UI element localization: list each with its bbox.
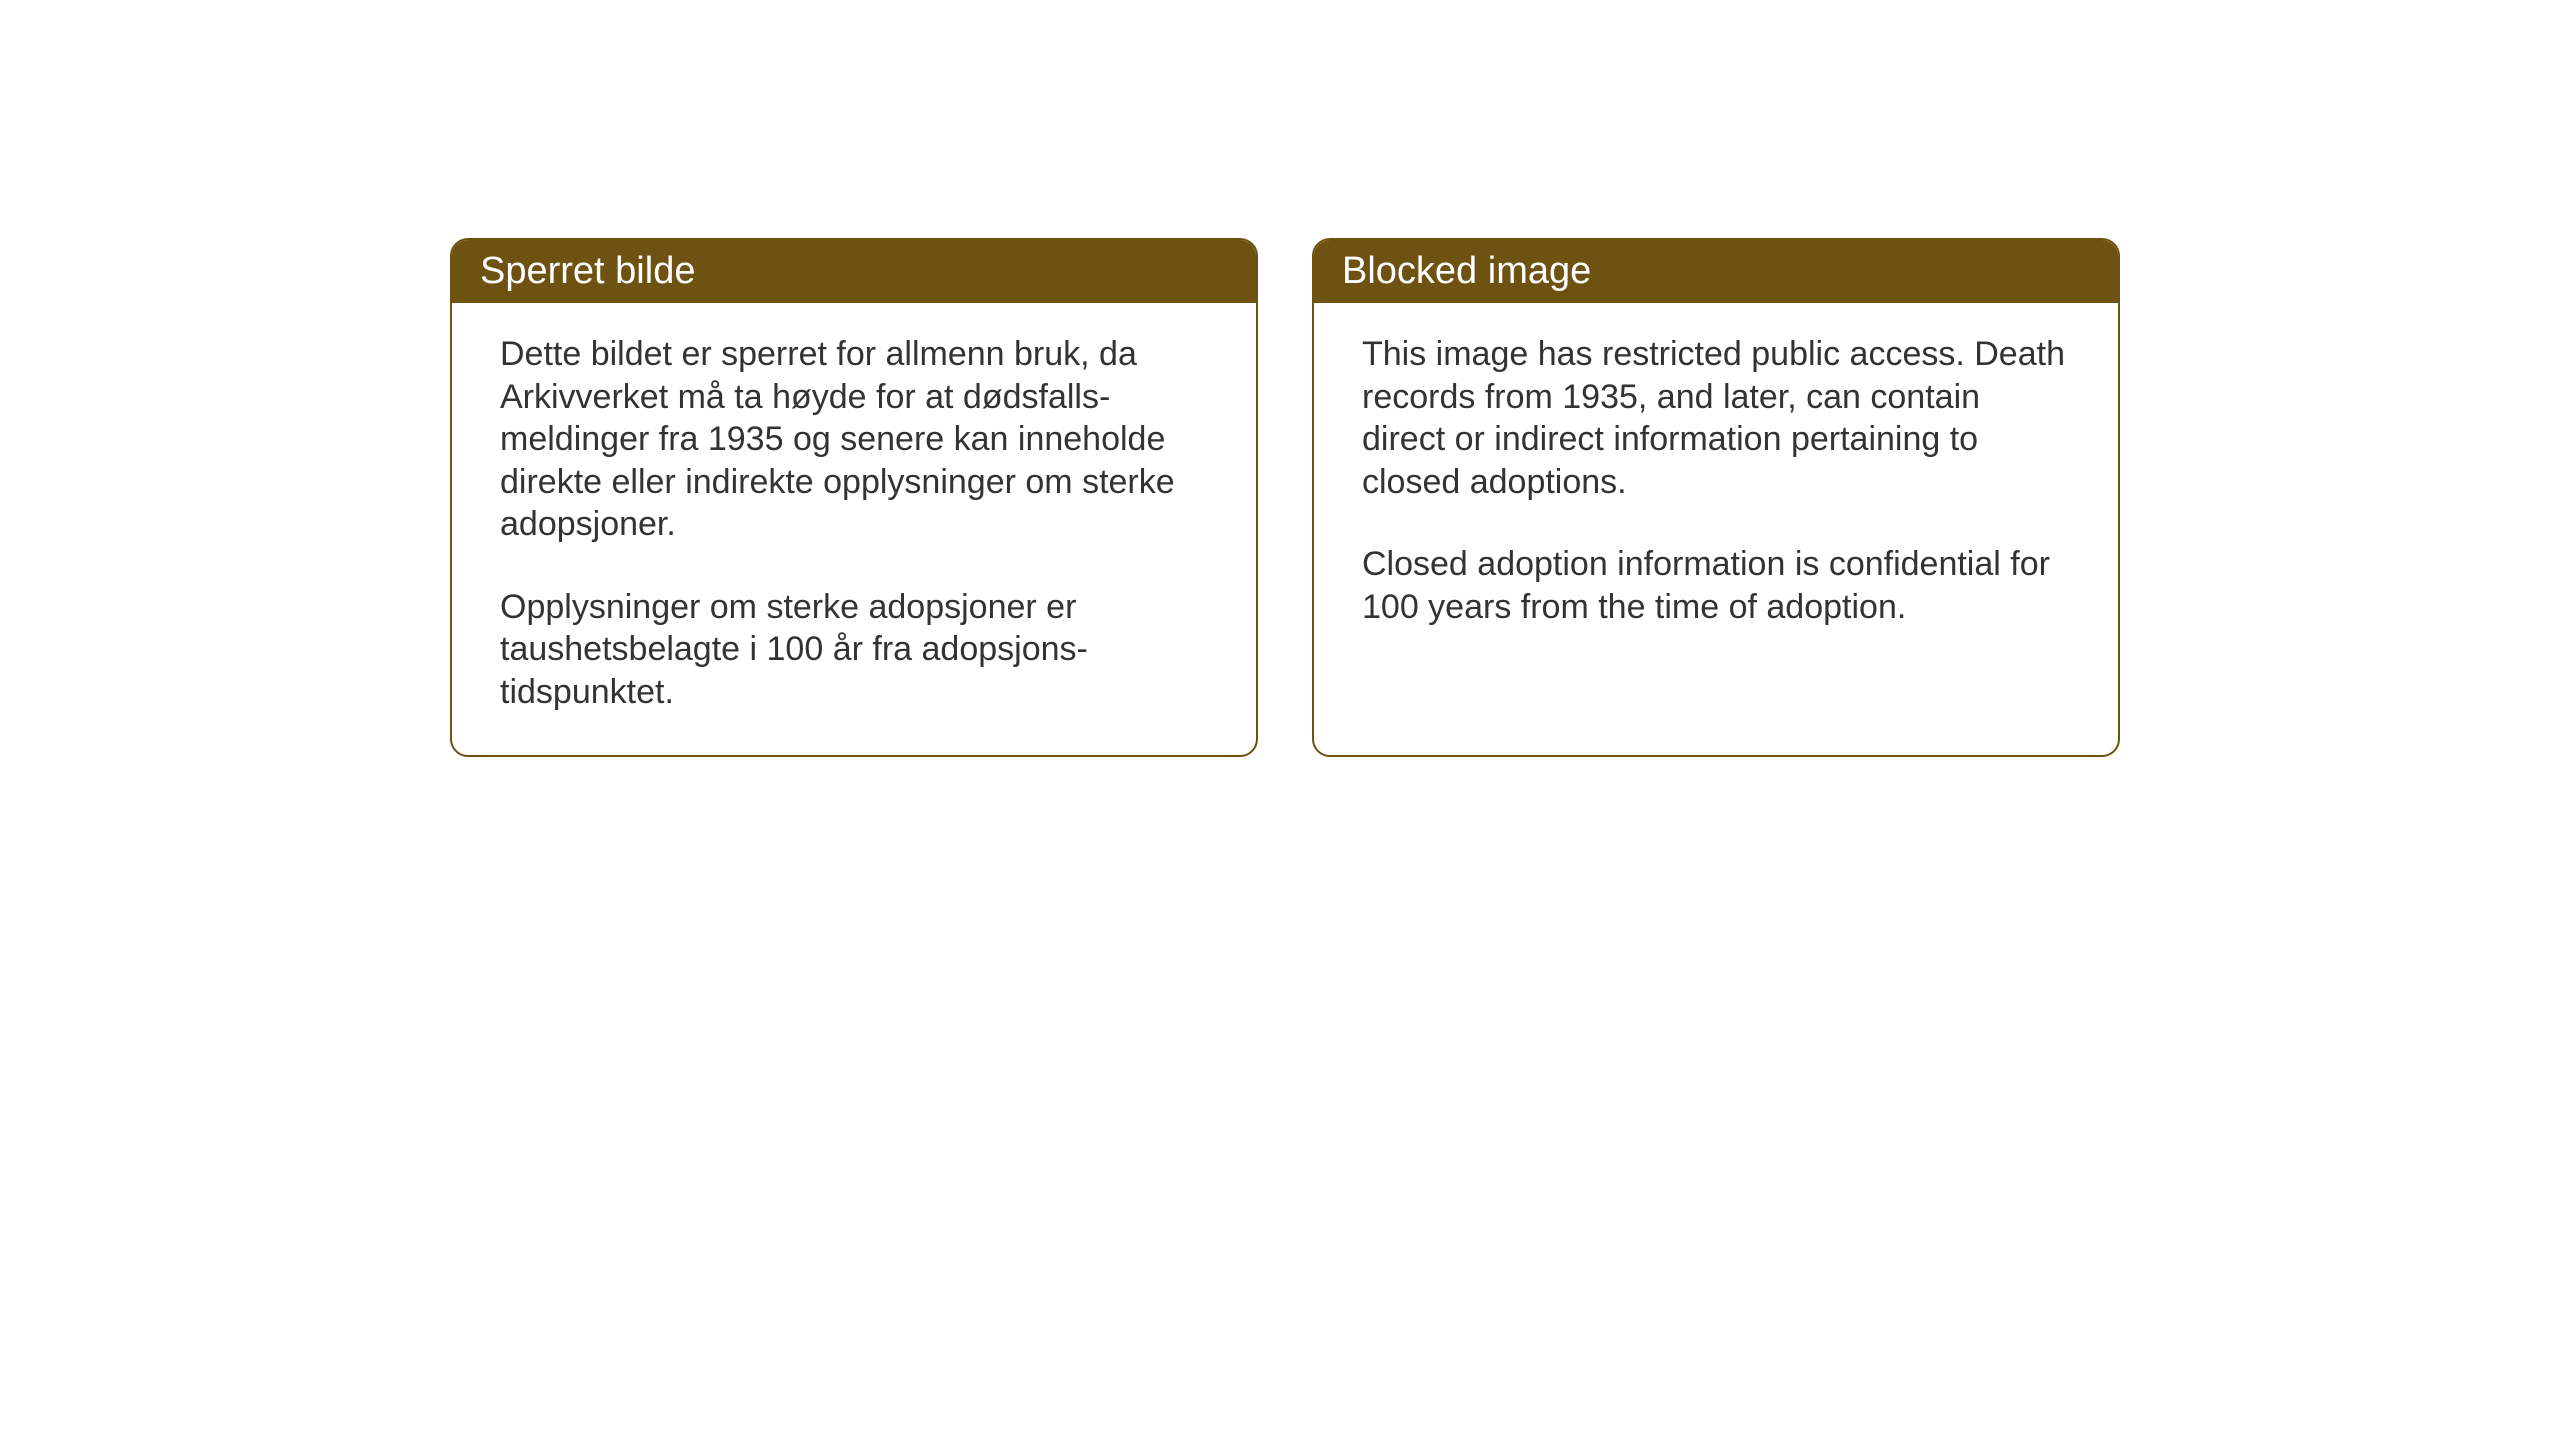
notice-paragraph: This image has restricted public access.… <box>1362 333 2070 503</box>
notice-body-english: This image has restricted public access.… <box>1314 303 2118 741</box>
notice-container: Sperret bilde Dette bildet er sperret fo… <box>450 238 2120 757</box>
notice-box-english: Blocked image This image has restricted … <box>1312 238 2120 757</box>
notice-paragraph: Dette bildet er sperret for allmenn bruk… <box>500 333 1208 546</box>
notice-body-norwegian: Dette bildet er sperret for allmenn bruk… <box>452 303 1256 755</box>
notice-paragraph: Closed adoption information is confident… <box>1362 543 2070 628</box>
notice-header-norwegian: Sperret bilde <box>452 240 1256 303</box>
notice-header-english: Blocked image <box>1314 240 2118 303</box>
notice-box-norwegian: Sperret bilde Dette bildet er sperret fo… <box>450 238 1258 757</box>
notice-paragraph: Opplysninger om sterke adopsjoner er tau… <box>500 586 1208 714</box>
